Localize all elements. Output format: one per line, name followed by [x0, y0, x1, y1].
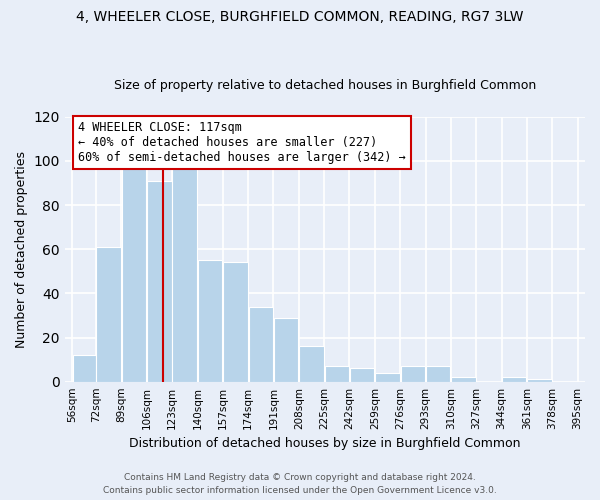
Bar [527, 380, 552, 382]
Text: 4, WHEELER CLOSE, BURGHFIELD COMMON, READING, RG7 3LW: 4, WHEELER CLOSE, BURGHFIELD COMMON, REA… [76, 10, 524, 24]
Bar [426, 366, 451, 382]
Bar [375, 373, 400, 382]
Bar [172, 168, 197, 382]
X-axis label: Distribution of detached houses by size in Burghfield Common: Distribution of detached houses by size … [129, 437, 521, 450]
Bar [73, 355, 96, 382]
Text: Contains HM Land Registry data © Crown copyright and database right 2024.
Contai: Contains HM Land Registry data © Crown c… [103, 474, 497, 495]
Bar [147, 181, 172, 382]
Title: Size of property relative to detached houses in Burghfield Common: Size of property relative to detached ho… [114, 79, 536, 92]
Bar [325, 366, 349, 382]
Bar [198, 260, 223, 382]
Bar [502, 378, 526, 382]
Bar [97, 247, 121, 382]
Bar [299, 346, 324, 382]
Bar [248, 306, 273, 382]
Bar [274, 318, 298, 382]
Bar [451, 378, 476, 382]
Y-axis label: Number of detached properties: Number of detached properties [15, 150, 28, 348]
Bar [401, 366, 425, 382]
Bar [122, 161, 146, 382]
Text: 4 WHEELER CLOSE: 117sqm
← 40% of detached houses are smaller (227)
60% of semi-d: 4 WHEELER CLOSE: 117sqm ← 40% of detache… [78, 121, 406, 164]
Bar [350, 368, 374, 382]
Bar [223, 262, 248, 382]
